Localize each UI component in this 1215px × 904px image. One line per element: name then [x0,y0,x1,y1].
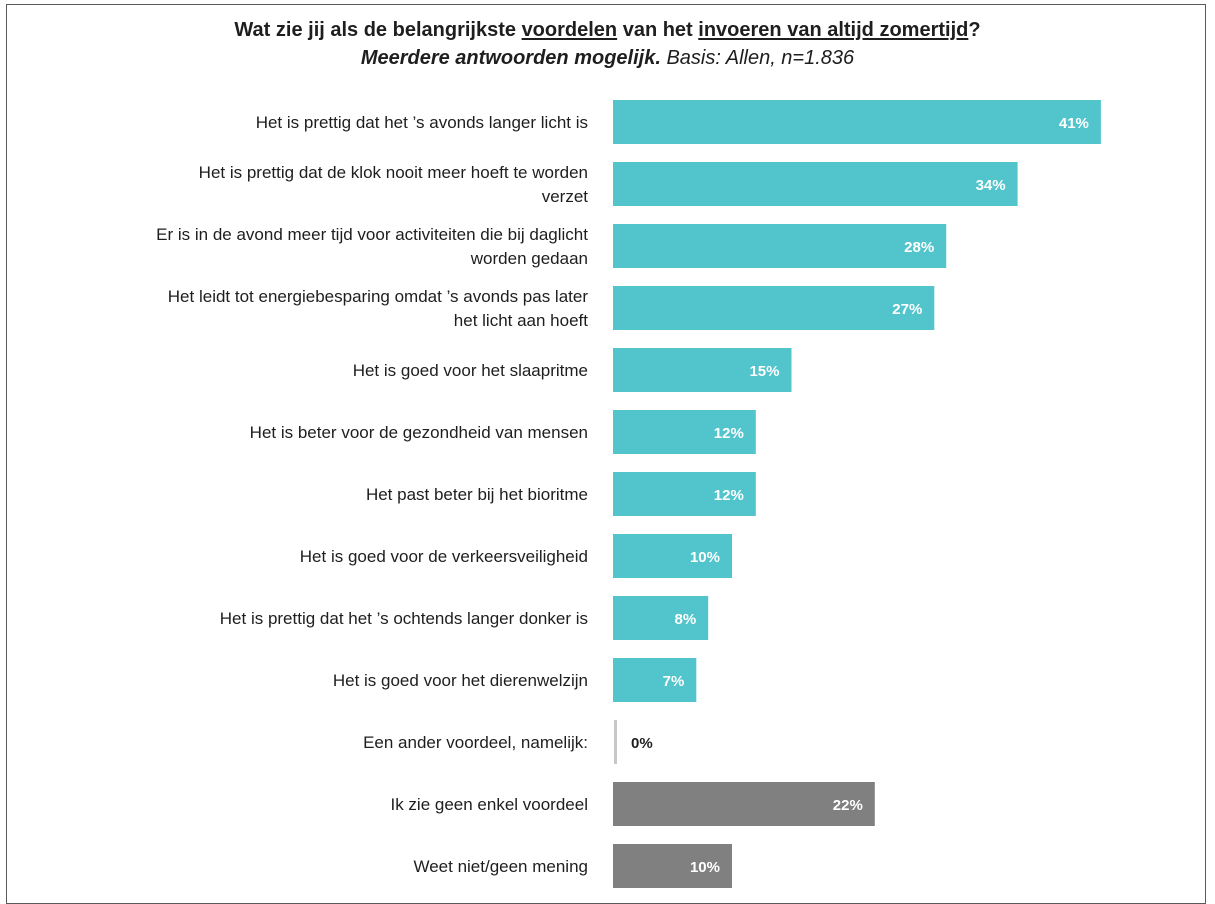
chart-subtitle: Meerdere antwoorden mogelijk. Basis: All… [0,44,1215,72]
bar [613,348,792,392]
bar [613,844,732,888]
category-label: Het leidt tot energiebesparing omdat ’s … [168,287,589,306]
category-label: Weet niet/geen mening [413,857,588,876]
category-label: verzet [542,187,589,206]
title-underlined-1: voordelen [521,19,618,41]
value-label: 28% [904,239,934,256]
category-label: Het is goed voor het dierenwelzijn [333,671,588,690]
bar [613,534,732,578]
title-underlined-2: invoeren van altijd zomertijd [698,19,969,41]
category-label: Een ander voordeel, namelijk: [363,733,588,752]
value-label: 10% [690,549,720,566]
value-label: 12% [714,425,744,442]
subtitle-rest: Basis: Allen, n=1.836 [660,47,855,69]
value-label: 27% [892,301,922,318]
category-label: Er is in de avond meer tijd voor activit… [156,225,588,244]
value-label: 34% [976,177,1006,194]
title-mid: van het [617,19,699,41]
chart-title-block: Wat zie jij als de belangrijkste voordel… [0,16,1215,72]
category-label: Het is prettig dat het ’s avonds langer … [256,113,588,132]
bar [613,286,935,330]
value-label: 15% [749,363,779,380]
subtitle-bold: Meerdere antwoorden mogelijk. [360,47,661,69]
value-label: 12% [714,487,744,504]
title-suffix: ? [968,19,981,41]
value-label: 10% [690,859,720,876]
category-label: Het is prettig dat het ’s ochtends lange… [220,609,588,628]
category-label: Het is beter voor de gezondheid van mens… [250,423,588,442]
bar [613,224,947,268]
value-label: 41% [1059,115,1089,132]
category-label: Ik zie geen enkel voordeel [390,795,588,814]
category-label: Het is goed voor het slaapritme [353,361,588,380]
chart-frame [6,4,1206,904]
category-label: Het is prettig dat de klok nooit meer ho… [199,163,588,182]
bar [613,782,875,826]
value-label: 7% [663,673,685,690]
title-prefix: Wat zie jij als de belangrijkste [234,19,522,41]
bar [613,410,756,454]
value-label: 8% [675,611,697,628]
category-label: Het is goed voor de verkeersveiligheid [300,547,588,566]
category-label: worden gedaan [470,249,588,268]
bar [613,472,756,516]
bar [613,658,697,702]
bar [613,596,709,640]
bar [613,162,1018,206]
bar [614,720,617,764]
bar [613,100,1101,144]
chart-title: Wat zie jij als de belangrijkste voordel… [0,16,1215,44]
value-label: 0% [631,735,653,752]
category-label: Het past beter bij het bioritme [366,485,588,504]
category-label: het licht aan hoeft [454,311,588,330]
value-label: 22% [833,797,863,814]
